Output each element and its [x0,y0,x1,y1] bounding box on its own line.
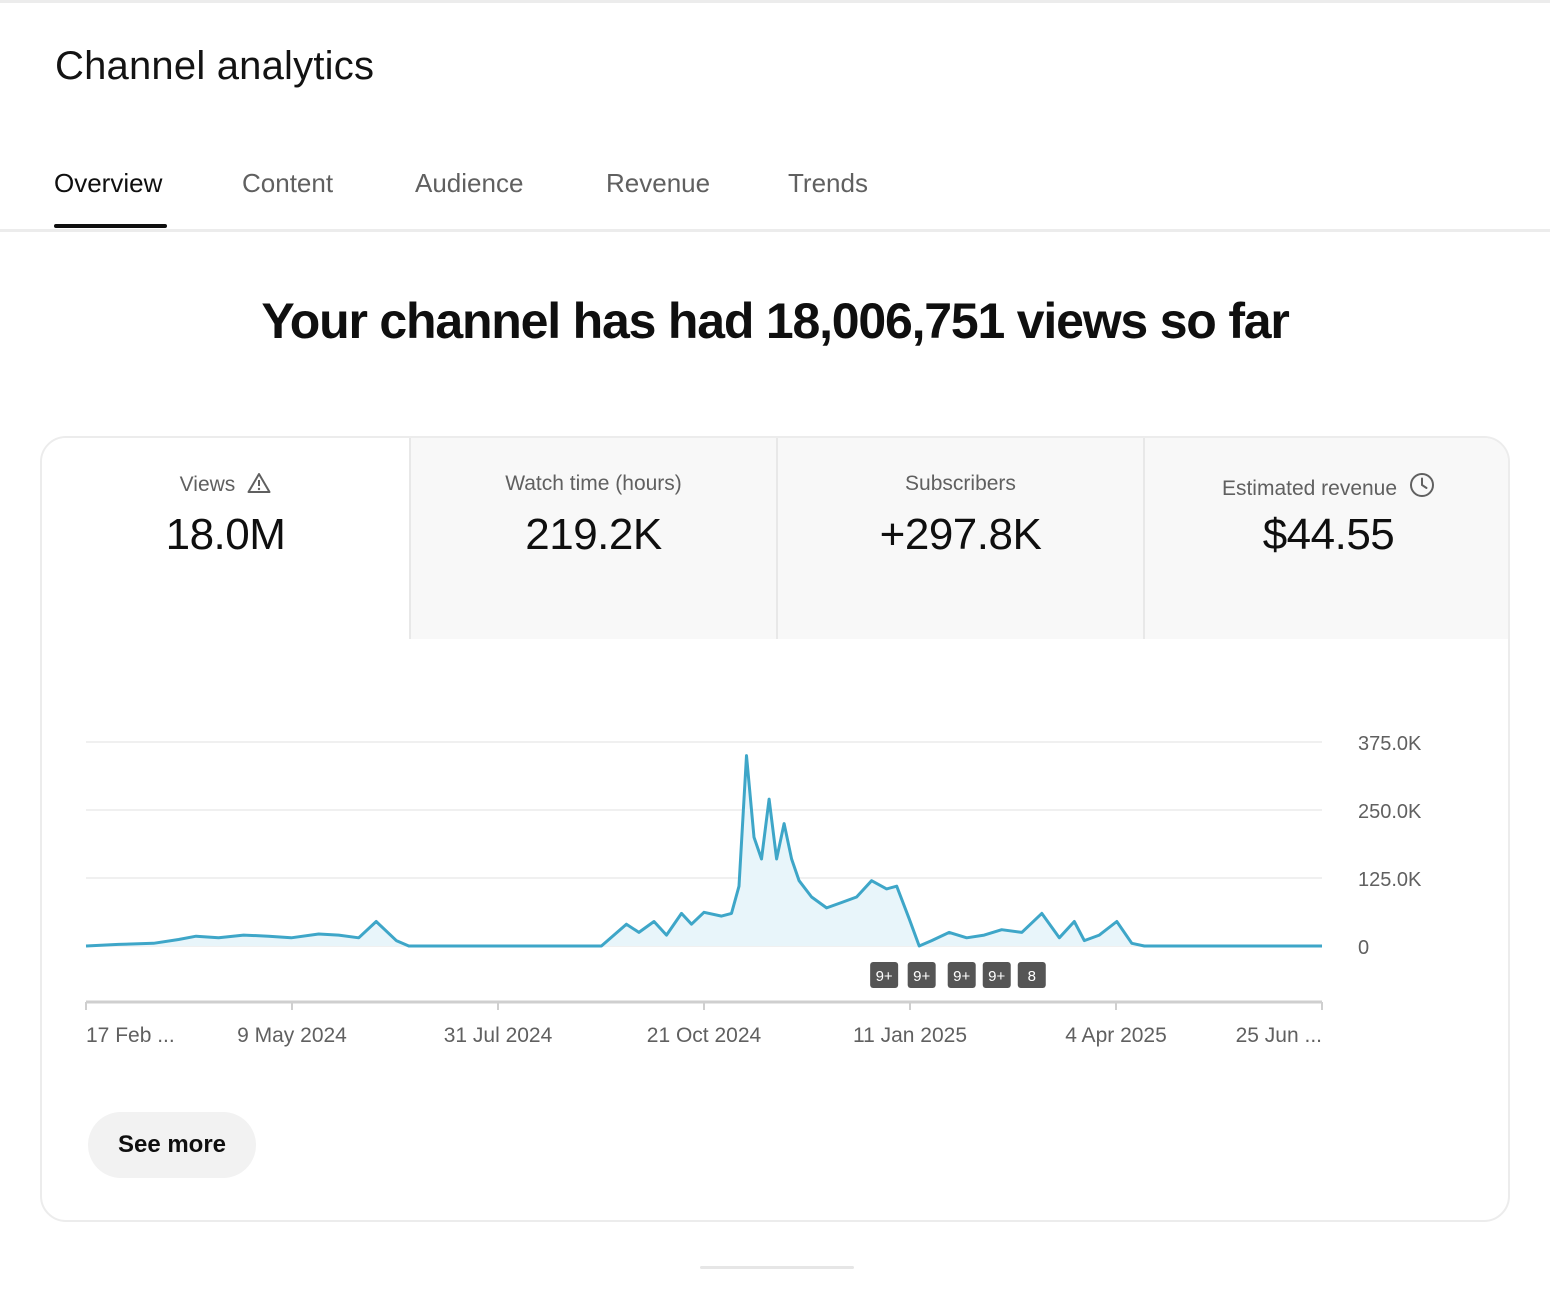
tab-trends[interactable]: Trends [788,168,868,198]
metric-label-revenue: Estimated revenue [1145,472,1508,504]
total-views-headline: Your channel has had 18,006,751 views so… [261,293,1290,349]
metric-tab-subscribers[interactable]: Subscribers +297.8K [776,438,1143,639]
x-tick-label: 25 Jun ... [1236,1024,1322,1047]
warning-triangle-icon [247,472,271,500]
x-tick-label: 21 Oct 2024 [647,1024,762,1047]
annotation-badge-label: 9+ [913,968,930,985]
views-chart: 375.0K 250.0K 125.0K 0 17 Feb ... 9 May 2024 3… [85,733,1422,1047]
x-tick-label: 11 Jan 2025 [853,1024,967,1047]
metric-label-revenue-text: Estimated revenue [1221,477,1398,500]
views-series-area [86,755,1322,946]
annotation-badge-label: 9+ [876,968,893,985]
annotation-badge [907,962,936,988]
tab-bar: Overview Content Audience Revenue Trends [0,150,1550,232]
metric-label-views-text: Views [179,473,236,496]
see-more-button[interactable]: See more [88,1112,256,1178]
metric-label-watch-time: Watch time (hours) [505,472,682,495]
x-tick-label: 17 Feb ... [86,1024,175,1047]
bottom-scroll-handle [700,1266,854,1269]
metric-label-subscribers: Subscribers [905,472,1016,495]
y-tick-label: 125.0K [1358,869,1422,891]
metric-value-views: 18.0M [165,510,286,559]
metric-value-subscribers: +297.8K [879,510,1042,559]
annotation-badge [1017,962,1046,988]
metric-tab-views[interactable]: Views 18.0M [42,438,409,639]
annotation-badge [870,962,899,988]
annotation-badge [982,962,1011,988]
views-series-line [85,754,1322,948]
clock-icon [1409,472,1435,504]
tab-audience[interactable]: Audience [415,168,524,198]
metric-label-views: Views [42,472,409,500]
tab-revenue[interactable]: Revenue [606,168,711,198]
annotation-badge-label: 9+ [988,968,1005,985]
overview-card: Views 18.0M Watch time (hours) 219.2K Su… [40,436,1510,1222]
y-tick-label: 375.0K [1358,733,1422,755]
top-divider [0,0,1550,3]
y-tick-label: 250.0K [1358,801,1422,823]
metric-value-revenue: $44.55 [1262,510,1395,559]
tab-content[interactable]: Content [242,168,334,198]
annotation-badge-label: 8 [1028,968,1036,985]
metric-tab-watch-time[interactable]: Watch time (hours) 219.2K [409,438,776,639]
y-tick-label: 0 [1358,937,1369,959]
annotation-badge-label: 9+ [953,968,970,985]
tab-overview[interactable]: Overview [54,168,163,198]
x-tick-label: 4 Apr 2025 [1065,1024,1167,1047]
annotation-badge [947,962,976,988]
metric-value-watch-time: 219.2K [525,510,662,559]
page-title: Channel analytics [55,44,375,88]
active-tab-indicator [54,224,167,228]
metric-tab-estimated-revenue[interactable]: Estimated revenue $44.55 [1143,438,1508,639]
x-tick-label: 31 Jul 2024 [444,1024,553,1047]
x-tick-label: 9 May 2024 [237,1024,347,1047]
